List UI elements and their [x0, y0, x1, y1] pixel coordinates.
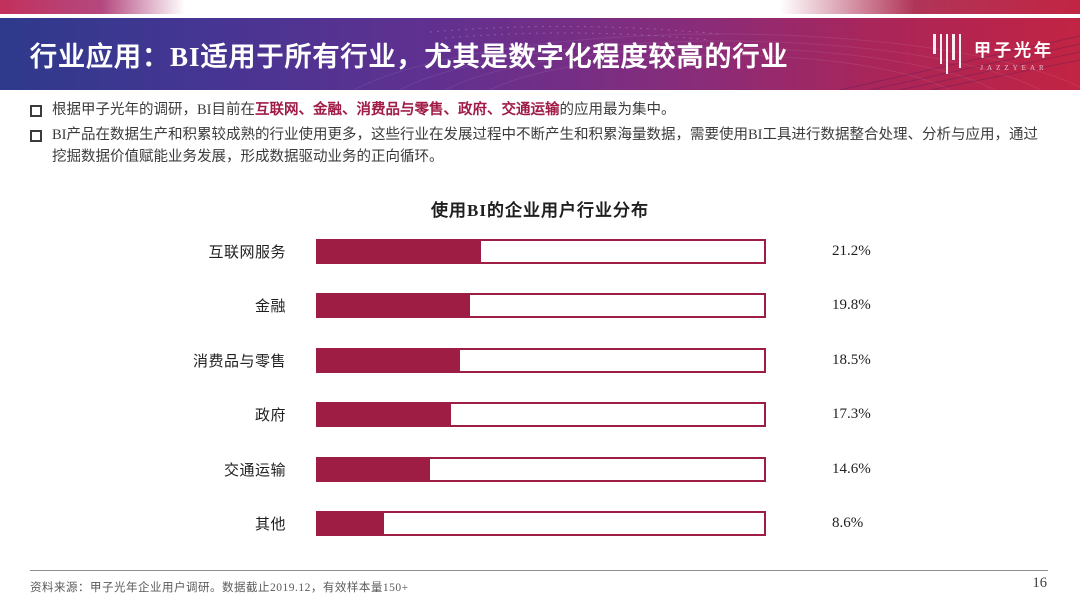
logo-subtitle: JAZZYEAR — [980, 64, 1048, 72]
bar-track — [316, 402, 766, 428]
bar-fill — [316, 238, 481, 264]
bar-row: 互联网服务 21.2% — [0, 224, 1080, 279]
bullet-text-highlight: 互联网、金融、消费品与零售、政府、交通运输 — [255, 102, 560, 118]
bullet-list: 根据甲子光年的调研，BI目前在互联网、金融、消费品与零售、政府、交通运输的应用最… — [30, 99, 1050, 171]
header-banner: 行业应用：BI适用于所有行业，尤其是数字化程度较高的行业 甲子光年 JAZZYE… — [0, 18, 1080, 90]
bar-value-label: 17.3% — [832, 406, 871, 423]
bar-fill — [316, 456, 431, 482]
bar-category-label: 消费品与零售 — [192, 353, 286, 370]
bullet-square-icon — [30, 105, 42, 117]
footer-divider — [30, 570, 1048, 571]
logo-text: 甲子光年 JAZZYEAR — [974, 36, 1054, 72]
bullet-text: BI产品在数据生产和积累较成熟的行业使用更多，这些行业在发展过程中不断产生和积累… — [52, 124, 1050, 169]
bar-row: 其他 8.6% — [0, 497, 1080, 552]
bar-value-label: 21.2% — [832, 242, 871, 259]
bar-category-label: 金融 — [254, 299, 286, 316]
bar-value-label: 19.8% — [832, 297, 871, 314]
bar-row: 消费品与零售 18.5% — [0, 333, 1080, 388]
bar-category-label: 交通运输 — [223, 462, 286, 479]
logo: 甲子光年 JAZZYEAR — [933, 34, 1054, 74]
bullet-text-suffix: 的应用最为集中。 — [559, 102, 676, 118]
bar-fill — [316, 293, 471, 319]
bar-category-label: 其他 — [254, 517, 286, 534]
bar-track — [316, 511, 766, 537]
source-note: 资料来源：甲子光年企业用户调研。数据截止2019.12，有效样本量150+ — [30, 582, 409, 594]
bullet-text-body: BI产品在数据生产和积累较成熟的行业使用更多，这些行业在发展过程中不断产生和积累… — [52, 126, 1038, 166]
logo-name: 甲子光年 — [974, 41, 1054, 60]
bar-category-label: 互联网服务 — [208, 244, 286, 261]
bar-category-label: 政府 — [254, 408, 286, 425]
bullet-square-icon — [30, 129, 42, 142]
bar-row: 金融 19.8% — [0, 279, 1080, 334]
bullet-item: BI产品在数据生产和积累较成熟的行业使用更多，这些行业在发展过程中不断产生和积累… — [30, 124, 1050, 169]
bar-track — [316, 347, 766, 373]
bar-fill — [316, 511, 385, 537]
vertical-bars-logo-icon — [933, 34, 961, 74]
page-title: 行业应用：BI适用于所有行业，尤其是数字化程度较高的行业 — [30, 41, 789, 72]
bullet-item: 根据甲子光年的调研，BI目前在互联网、金融、消费品与零售、政府、交通运输的应用最… — [30, 99, 1050, 122]
bar-value-label: 8.6% — [832, 515, 864, 532]
bar-track — [316, 238, 766, 264]
bar-fill — [316, 402, 452, 428]
chart-title: 使用BI的企业用户行业分布 — [431, 201, 649, 220]
bar-track — [316, 456, 766, 482]
bar-value-label: 14.6% — [832, 460, 871, 477]
top-right-decoration — [780, 0, 1080, 14]
bar-row: 交通运输 14.6% — [0, 442, 1080, 497]
page-number: 16 — [1032, 575, 1048, 591]
top-left-decoration — [0, 0, 185, 14]
bar-chart-rows: 互联网服务 21.2% 金融 19.8% 消费品与零售 18.5% 政府 17.3% 交通运输 1… — [0, 224, 1080, 551]
bullet-text: 根据甲子光年的调研，BI目前在互联网、金融、消费品与零售、政府、交通运输的应用最… — [52, 99, 676, 122]
bar-value-label: 18.5% — [832, 351, 871, 368]
bar-row: 政府 17.3% — [0, 388, 1080, 443]
bar-track — [316, 293, 766, 319]
bullet-text-prefix: 根据甲子光年的调研，BI目前在 — [52, 102, 255, 118]
bar-fill — [316, 347, 461, 373]
